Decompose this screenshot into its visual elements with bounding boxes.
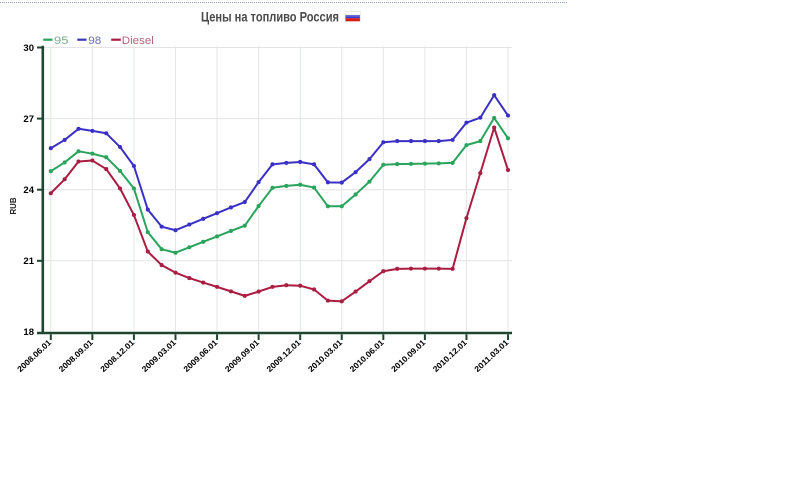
svg-text:98: 98 [88,35,101,47]
svg-text:18: 18 [23,327,34,338]
svg-text:RUB: RUB [8,198,18,215]
svg-text:27: 27 [23,114,34,125]
svg-text:2009.12.01: 2009.12.01 [265,338,303,374]
svg-text:2010.03.01: 2010.03.01 [307,338,345,374]
svg-text:95: 95 [54,35,69,47]
svg-text:2008.09.01: 2008.09.01 [57,338,95,374]
svg-text:Diesel: Diesel [122,35,154,47]
svg-text:21: 21 [23,256,34,267]
svg-text:Цены на топливо Россия: Цены на топливо Россия [201,9,339,25]
svg-text:30: 30 [23,43,34,54]
svg-text:2010.06.01: 2010.06.01 [348,338,386,374]
svg-text:2009.03.01: 2009.03.01 [140,338,178,374]
svg-text:2008.06.01: 2008.06.01 [16,338,54,374]
svg-text:2008.12.01: 2008.12.01 [99,338,137,374]
svg-text:2010.09.01: 2010.09.01 [390,338,428,374]
svg-text:24: 24 [23,185,34,196]
svg-text:2010.12.01: 2010.12.01 [431,338,469,374]
svg-text:2009.09.01: 2009.09.01 [223,338,261,374]
svg-text:2009.06.01: 2009.06.01 [182,338,220,374]
svg-text:2011.03.01: 2011.03.01 [473,338,511,374]
